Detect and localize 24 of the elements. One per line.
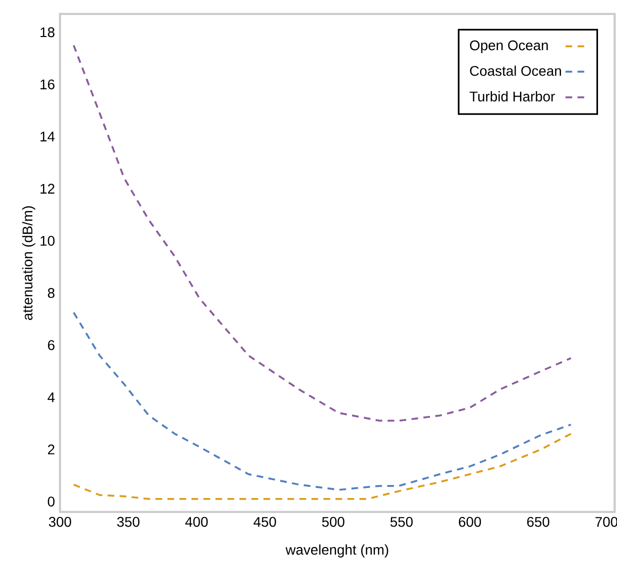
x-tick-label: 450 <box>254 516 276 527</box>
x-tick-label: 350 <box>117 516 140 527</box>
y-tick-label: 4 <box>48 392 55 402</box>
legend-label: Coastal Ocean <box>470 66 561 76</box>
y-tick-label: 14 <box>40 132 55 142</box>
x-tick-label: 300 <box>48 516 72 527</box>
y-tick-label: 2 <box>48 444 54 454</box>
y-tick-label: 6 <box>48 340 54 350</box>
x-tick-label: 400 <box>185 516 208 527</box>
y-tick-label: 8 <box>48 288 54 298</box>
x-tick-label: 600 <box>458 516 481 527</box>
x-tick-label: 500 <box>322 516 344 527</box>
x-tick-label: 650 <box>527 516 550 527</box>
y-tick-label: 0 <box>48 496 55 507</box>
legend-label: Open Ocean <box>470 40 548 54</box>
legend-label: Turbid Harbor <box>470 91 555 102</box>
y-tick-label: 16 <box>40 79 54 90</box>
y-axis-title: attenuation (dB/m) <box>22 206 36 320</box>
y-tick-label: 12 <box>40 184 54 194</box>
x-axis-title: wavelenght (nm) <box>286 544 388 558</box>
y-tick-label: 10 <box>40 236 55 246</box>
x-tick-label: 550 <box>390 516 413 527</box>
line-series <box>72 312 572 491</box>
y-tick-label: 18 <box>40 27 54 38</box>
